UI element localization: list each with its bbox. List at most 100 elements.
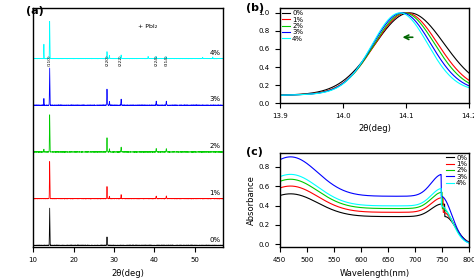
1% [277, 93, 283, 97]
4% [352, 70, 357, 74]
1% [277, 186, 283, 190]
3% [277, 94, 283, 97]
3% [326, 180, 332, 183]
Text: (314): (314) [164, 54, 168, 66]
0% [352, 69, 357, 72]
1% [404, 11, 410, 14]
0% [396, 15, 402, 18]
3% [404, 195, 410, 198]
0% [389, 215, 394, 218]
1% [396, 13, 402, 17]
0% [310, 199, 316, 202]
0% [326, 207, 332, 210]
2% [402, 11, 408, 14]
4% [396, 11, 402, 14]
2% [466, 241, 472, 245]
4% [404, 204, 410, 207]
2% [396, 13, 402, 16]
Text: 1%: 1% [210, 190, 221, 196]
3% [396, 12, 402, 15]
3% [399, 11, 405, 14]
Line: 2%: 2% [280, 13, 469, 95]
1% [352, 71, 357, 74]
1% [288, 184, 293, 188]
2% [338, 83, 344, 86]
2% [414, 18, 420, 21]
4% [288, 173, 293, 176]
Legend: 0%, 1%, 2%, 3%, 4%: 0%, 1%, 2%, 3%, 4% [281, 10, 304, 43]
2% [389, 207, 394, 210]
1% [414, 16, 420, 19]
0% [363, 214, 369, 218]
3% [415, 23, 421, 26]
X-axis label: Wavelength(nm): Wavelength(nm) [339, 269, 410, 278]
0% [414, 13, 420, 16]
2% [310, 187, 316, 190]
Text: (222): (222) [119, 54, 123, 66]
4% [466, 241, 472, 245]
4% [389, 204, 394, 208]
Line: 3%: 3% [280, 13, 469, 95]
0% [277, 194, 283, 197]
0% [338, 80, 344, 84]
3% [466, 241, 472, 244]
Text: + PbI₂: + PbI₂ [138, 24, 157, 29]
1% [415, 16, 421, 20]
0% [277, 93, 283, 97]
Line: 4%: 4% [280, 13, 469, 95]
1% [300, 93, 305, 96]
Text: (220): (220) [105, 54, 109, 66]
4% [326, 193, 332, 196]
2% [404, 207, 410, 210]
3% [414, 21, 420, 24]
Line: 1%: 1% [280, 13, 469, 95]
1% [363, 210, 369, 214]
3% [389, 195, 394, 198]
4% [397, 11, 403, 14]
3% [277, 158, 283, 162]
1% [420, 208, 426, 211]
0% [420, 212, 426, 216]
4% [415, 26, 421, 29]
3% [466, 84, 472, 88]
1% [310, 192, 316, 196]
X-axis label: 2θ(deg): 2θ(deg) [111, 269, 145, 278]
Text: 4%: 4% [210, 50, 221, 56]
0% [404, 215, 410, 218]
2% [326, 196, 332, 199]
3% [300, 93, 305, 96]
Text: (110): (110) [48, 54, 52, 66]
Line: 0%: 0% [280, 13, 469, 95]
2% [420, 204, 426, 207]
4% [414, 25, 420, 28]
X-axis label: 2θ(deg): 2θ(deg) [358, 125, 391, 133]
4% [363, 203, 369, 207]
2% [352, 71, 357, 74]
4% [277, 94, 283, 97]
2% [363, 206, 369, 210]
Line: 0%: 0% [280, 194, 469, 242]
Legend: 0%, 1%, 2%, 3%, 4%: 0%, 1%, 2%, 3%, 4% [445, 154, 468, 187]
Text: 0%: 0% [210, 237, 221, 243]
1% [338, 82, 344, 86]
0% [288, 192, 293, 195]
Text: (b): (b) [246, 3, 264, 13]
0% [466, 240, 472, 244]
3% [352, 70, 357, 74]
2% [466, 82, 472, 85]
1% [466, 241, 472, 244]
3% [288, 155, 293, 158]
4% [466, 86, 472, 90]
Line: 2%: 2% [280, 179, 469, 243]
4% [420, 201, 426, 204]
3% [310, 167, 316, 170]
4% [300, 93, 305, 96]
1% [404, 210, 410, 214]
2% [288, 178, 293, 181]
Text: (a): (a) [26, 6, 43, 16]
4% [338, 83, 344, 87]
3% [338, 83, 344, 86]
Y-axis label: Absorbance: Absorbance [247, 175, 256, 225]
1% [326, 201, 332, 204]
2% [277, 180, 283, 183]
